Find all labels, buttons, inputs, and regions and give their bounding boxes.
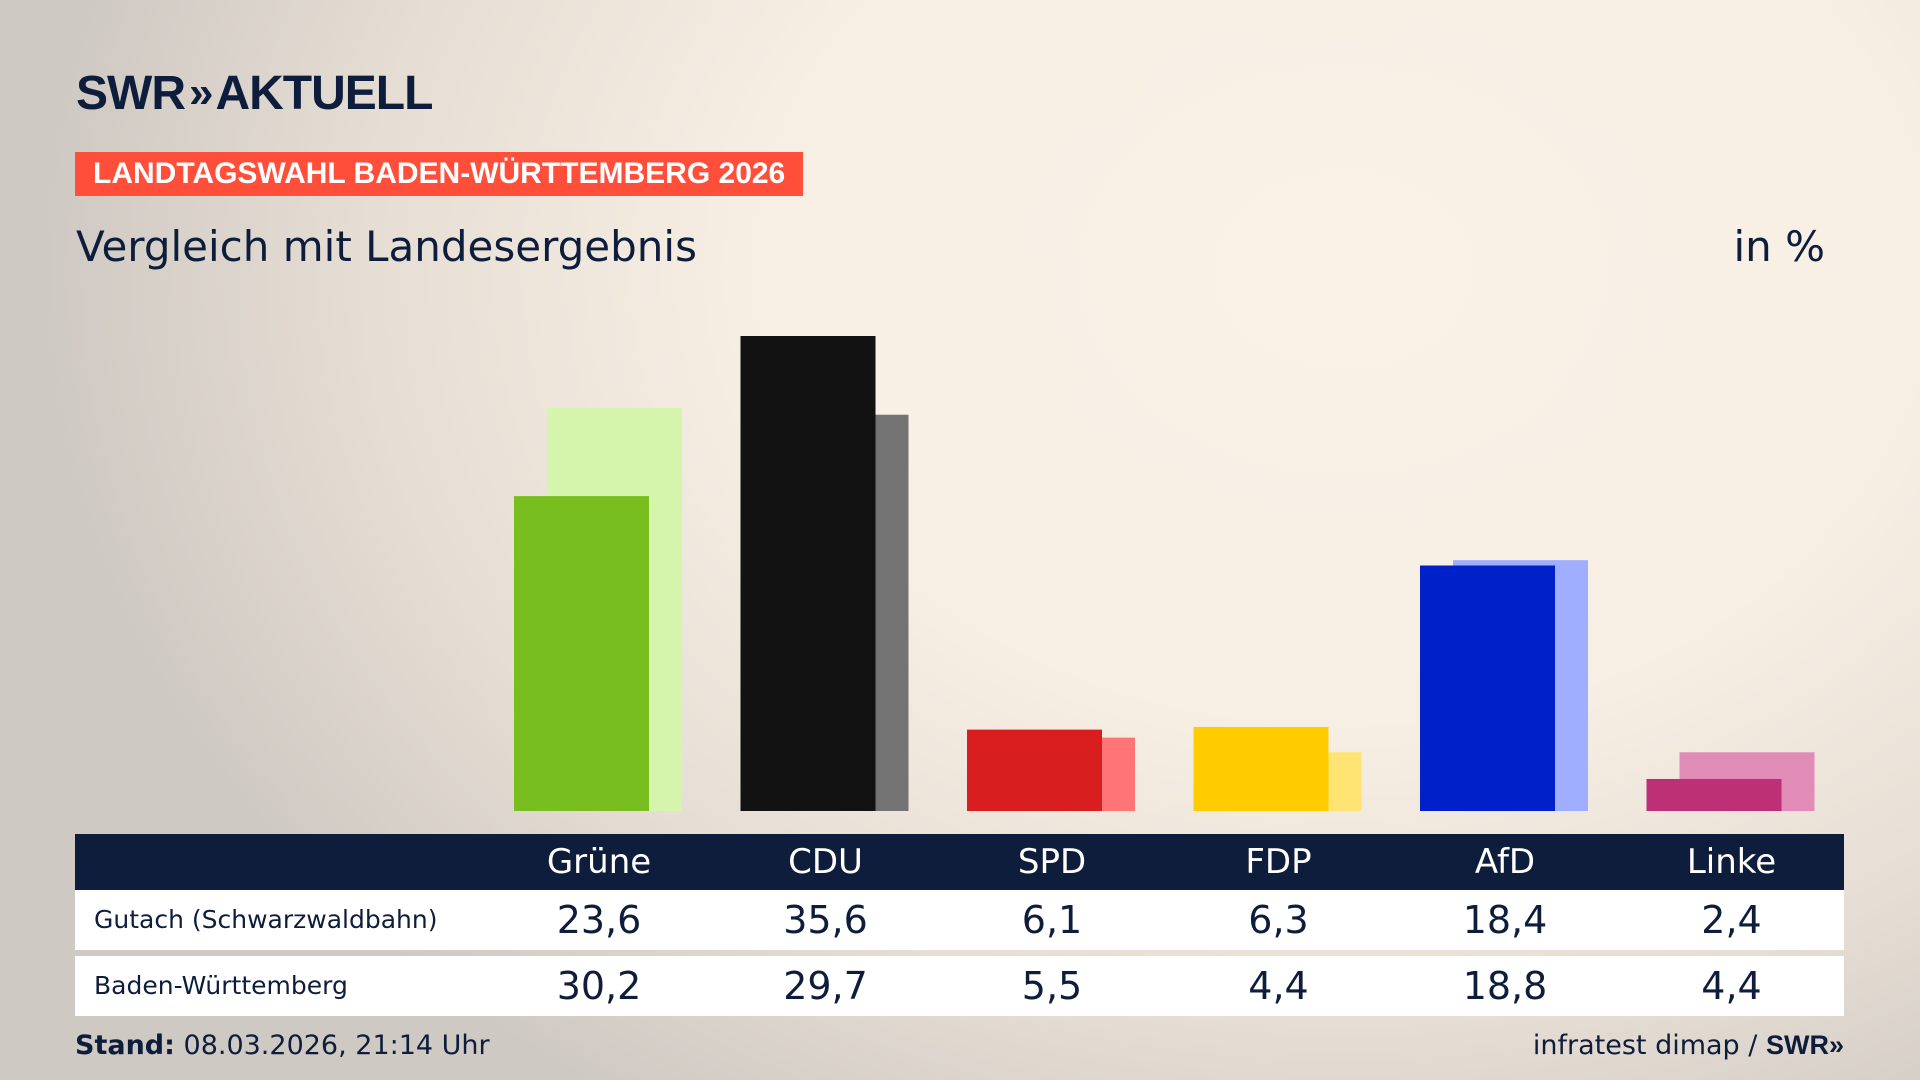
unit-label: in % [1733,222,1825,271]
source-text: infratest dimap / [1532,1030,1758,1061]
row-label: Baden-Württemberg [94,971,348,1000]
logo-swr: SWR [76,66,186,120]
bar-linke-gutach [1646,778,1782,811]
column-header: CDU [788,842,863,882]
table-cell: 18,8 [1462,964,1548,1008]
stand-value: 08.03.2026, 21:14 Uhr [183,1030,490,1061]
row-label: Gutach (Schwarzwaldbahn) [94,905,438,934]
election-banner: LANDTAGSWAHL BADEN-WÜRTTEMBERG 2026 [75,152,804,196]
table-row: Gutach (Schwarzwaldbahn) 23,6 35,6 6,1 6,3 18… [75,890,1844,950]
column-header: AfD [1474,842,1536,882]
table-cell: 6,1 [1021,898,1083,942]
column-header: Grüne [546,842,652,882]
stand-label: Stand: [75,1030,175,1061]
table-cell: 29,7 [783,964,868,1008]
table-cell: 4,4 [1701,964,1762,1008]
column-header: FDP [1245,842,1312,882]
table-cell: 30,2 [556,964,642,1008]
swr-logo-small: SWR» [1765,1030,1844,1060]
bar-afd-gutach [1420,565,1555,811]
bar-spd-gutach [967,729,1102,811]
bar-grüne-gutach [514,496,649,811]
swr-aktuell-logo: SWR» AKTUELL [76,67,433,120]
bar-cdu-gutach [740,336,876,811]
table-cell: 35,6 [783,898,868,942]
table-cell: 18,4 [1462,898,1548,942]
table-cell: 6,3 [1248,898,1309,942]
bar-chart [514,336,1815,811]
table-cell: 5,5 [1021,964,1083,1008]
table-header: Grüne CDU SPD FDP AfD Linke [75,834,1844,890]
table-cell: 23,6 [556,898,642,942]
chart-title: Vergleich mit Landesergebnis [76,222,697,271]
logo-aktuell: AKTUELL [215,66,433,120]
table-cell: 4,4 [1248,964,1309,1008]
source: infratest dimap / SWR» [1533,1030,1844,1061]
timestamp: Stand: 08.03.2026, 21:14 Uhr [75,1030,490,1061]
table-cell: 2,4 [1701,898,1762,942]
bar-fdp-gutach [1193,726,1329,811]
column-header: SPD [1017,842,1087,882]
table-row: Baden-Württemberg 30,2 29,7 5,5 4,4 18,8 4,4 [75,956,1844,1016]
column-header: Linke [1686,842,1777,882]
